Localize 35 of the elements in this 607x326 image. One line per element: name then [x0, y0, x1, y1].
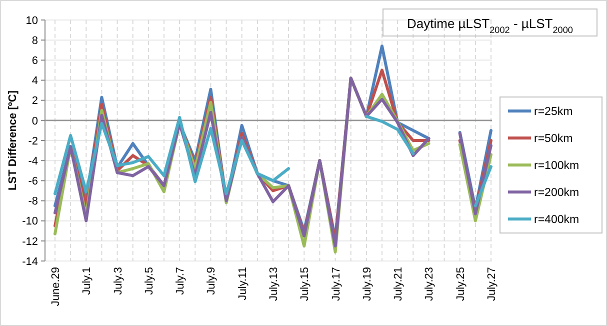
x-tick-label: July.1	[81, 267, 94, 295]
x-tick-label: July.7	[174, 267, 187, 295]
y-tick-label: 10	[26, 14, 38, 27]
x-tick-label: July.27	[486, 267, 498, 302]
y-tick-label: -6	[28, 176, 38, 188]
x-tick-label: July.17	[330, 267, 342, 302]
x-tick-label: July.3	[112, 267, 124, 295]
y-tick-label: -2	[28, 135, 38, 148]
chart-title: Daytime µLST$_{2002}$ - µLST$_{2000}$	[407, 16, 573, 35]
x-tick-label: July.9	[206, 267, 218, 295]
x-tick-label: July.25	[454, 267, 467, 302]
x-tick-label: July.5	[143, 267, 156, 295]
x-tick-label: July.13	[268, 267, 280, 302]
y-tick-label: -10	[22, 216, 38, 228]
y-tick-label: -14	[22, 256, 38, 268]
legend-label: r=50km	[534, 133, 573, 146]
x-tick-label: July.21	[392, 267, 405, 302]
y-tick-label: -8	[28, 196, 38, 208]
x-tick-label: July.11	[236, 267, 249, 300]
y-tick-label: 6	[32, 55, 38, 68]
legend-label: r=25km	[534, 106, 573, 118]
y-tick-label: 4	[32, 75, 38, 88]
legend-label: r=100km	[534, 160, 580, 172]
x-tick-label: July.19	[361, 267, 374, 302]
x-tick-label: July.23	[424, 267, 436, 302]
x-tick-label: June.29	[50, 267, 62, 306]
y-tick-label: 2	[32, 95, 38, 108]
y-tick-label: -4	[28, 155, 38, 168]
y-tick-label: 0	[32, 115, 38, 128]
y-axis-title: LST Difference [ºC]	[7, 90, 19, 190]
legend-label: r=400km	[534, 214, 580, 226]
legend-label: r=200km	[534, 187, 580, 200]
y-tick-label: -12	[22, 236, 38, 248]
y-tick-label: 8	[32, 34, 38, 47]
x-tick-label: July.15	[299, 267, 312, 302]
